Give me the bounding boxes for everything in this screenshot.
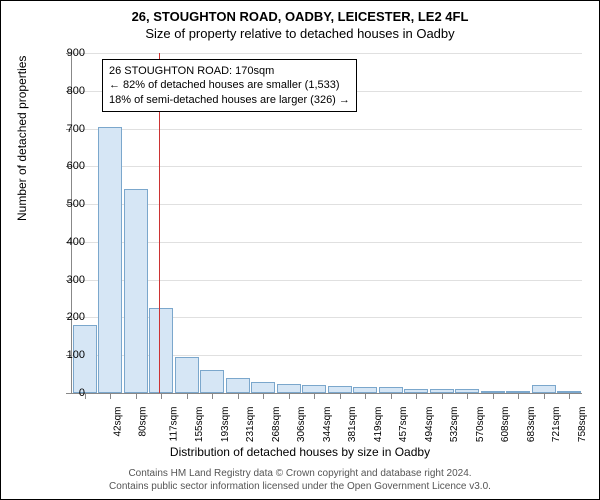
x-tick (263, 393, 264, 399)
histogram-bar (149, 308, 173, 393)
x-tick (518, 393, 519, 399)
x-tick (416, 393, 417, 399)
y-tick-label: 300 (45, 274, 85, 286)
x-tick-label: 231sqm (245, 407, 256, 443)
x-tick (569, 393, 570, 399)
histogram-bar (277, 384, 301, 393)
x-tick (467, 393, 468, 399)
grid-line (72, 53, 582, 54)
histogram-bar (200, 370, 224, 393)
x-tick-label: 42sqm (112, 407, 123, 437)
x-tick (544, 393, 545, 399)
x-tick-label: 532sqm (449, 407, 460, 443)
y-tick-label: 600 (45, 160, 85, 172)
x-tick-label: 193sqm (220, 407, 231, 443)
chart-container: 26, STOUGHTON ROAD, OADBY, LEICESTER, LE… (0, 0, 600, 500)
grid-line (72, 280, 582, 281)
grid-line (72, 204, 582, 205)
x-tick (340, 393, 341, 399)
y-tick-label: 500 (45, 198, 85, 210)
x-tick (238, 393, 239, 399)
histogram-bar (302, 385, 326, 393)
annotation-line1: 26 STOUGHTON ROAD: 170sqm (109, 64, 350, 78)
x-tick (187, 393, 188, 399)
x-tick-label: 721sqm (551, 407, 562, 443)
grid-line (72, 242, 582, 243)
x-tick (212, 393, 213, 399)
histogram-bar (98, 127, 122, 393)
y-tick-label: 400 (45, 236, 85, 248)
histogram-bar (251, 382, 275, 393)
x-tick-label: 80sqm (138, 407, 149, 437)
x-tick (136, 393, 137, 399)
x-tick (289, 393, 290, 399)
y-tick-label: 700 (45, 123, 85, 135)
x-tick-label: 758sqm (577, 407, 588, 443)
x-tick (442, 393, 443, 399)
x-tick (110, 393, 111, 399)
x-tick (314, 393, 315, 399)
x-tick-label: 683sqm (526, 407, 537, 443)
histogram-bar (175, 357, 199, 393)
chart-title-line2: Size of property relative to detached ho… (1, 26, 599, 41)
x-tick-label: 268sqm (271, 407, 282, 443)
histogram-bar (328, 386, 352, 393)
histogram-bar (532, 385, 556, 393)
x-axis-title: Distribution of detached houses by size … (1, 445, 599, 459)
x-tick-label: 570sqm (475, 407, 486, 443)
footer-line1: Contains HM Land Registry data © Crown c… (1, 467, 599, 480)
x-tick (365, 393, 366, 399)
x-tick-label: 419sqm (373, 407, 384, 443)
x-tick-label: 457sqm (398, 407, 409, 443)
y-tick-label: 900 (45, 47, 85, 59)
x-tick-label: 344sqm (322, 407, 333, 443)
x-tick-label: 608sqm (500, 407, 511, 443)
footer-line2: Contains public sector information licen… (1, 480, 599, 493)
x-tick-label: 494sqm (424, 407, 435, 443)
y-tick-label: 0 (45, 387, 85, 399)
plot-area: 26 STOUGHTON ROAD: 170sqm ← 82% of detac… (71, 53, 582, 394)
chart-title-line1: 26, STOUGHTON ROAD, OADBY, LEICESTER, LE… (1, 9, 599, 24)
x-tick-label: 306sqm (296, 407, 307, 443)
grid-line (72, 166, 582, 167)
y-tick-label: 200 (45, 311, 85, 323)
annotation-line2: ← 82% of detached houses are smaller (1,… (109, 78, 350, 92)
y-tick-label: 100 (45, 349, 85, 361)
footer: Contains HM Land Registry data © Crown c… (1, 467, 599, 493)
x-tick-label: 155sqm (194, 407, 205, 443)
y-tick-label: 800 (45, 85, 85, 97)
x-tick-label: 381sqm (347, 407, 358, 443)
histogram-bar (226, 378, 250, 393)
x-tick (161, 393, 162, 399)
x-tick-label: 117sqm (168, 407, 179, 442)
y-axis-title: Number of detached properties (15, 56, 29, 221)
histogram-bar (124, 189, 148, 393)
x-tick (391, 393, 392, 399)
x-tick (493, 393, 494, 399)
annotation-line3: 18% of semi-detached houses are larger (… (109, 93, 350, 107)
grid-line (72, 129, 582, 130)
annotation-box: 26 STOUGHTON ROAD: 170sqm ← 82% of detac… (102, 59, 357, 112)
